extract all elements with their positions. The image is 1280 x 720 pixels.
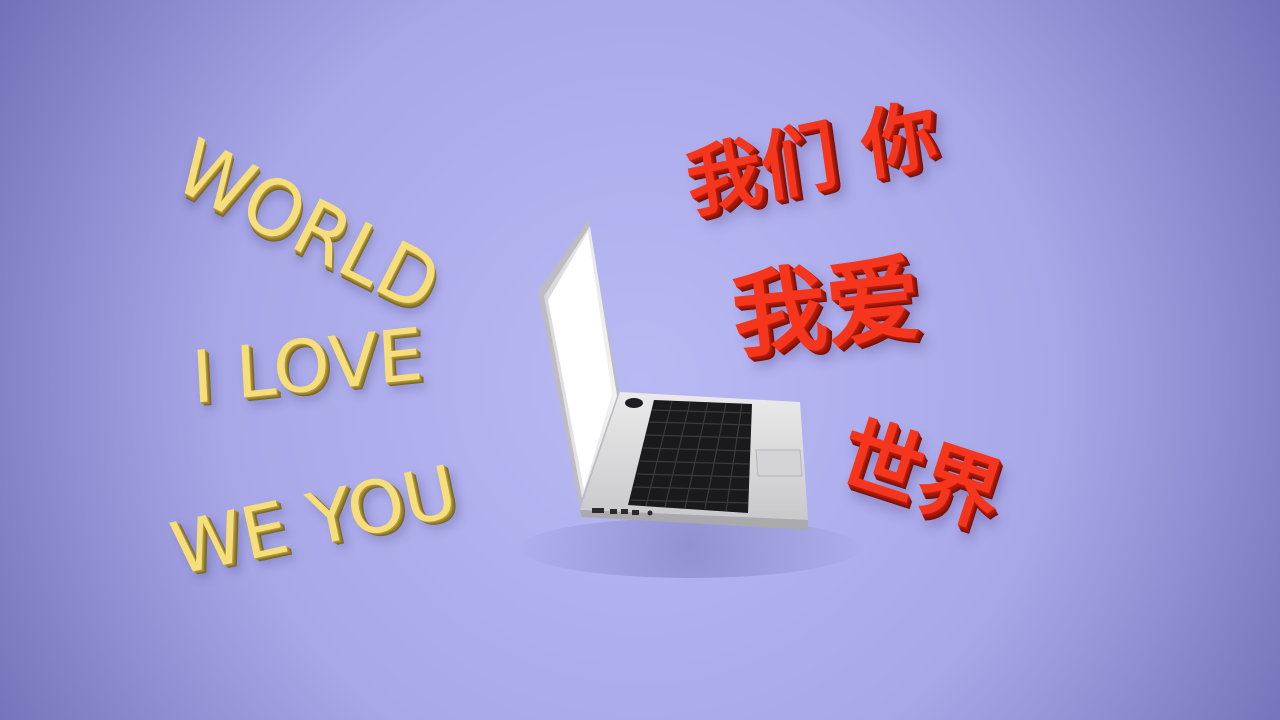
scene: WORLD I LOVE WE YOU 我们 你 我爱 世界 xyxy=(0,0,1280,720)
laptop-icon xyxy=(0,0,1280,720)
